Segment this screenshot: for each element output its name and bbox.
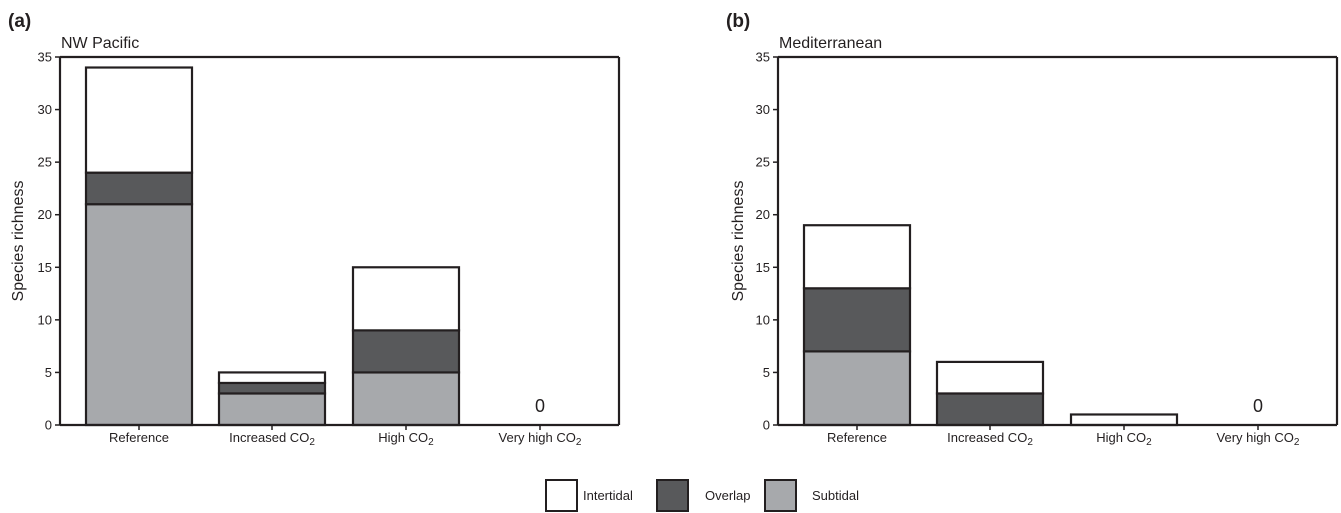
panel-label: (b) — [726, 11, 750, 32]
bar-segment-intertidal — [802, 224, 912, 290]
bar-segment-intertidal — [935, 360, 1045, 395]
x-tick-label: Very high CO2 — [499, 430, 582, 448]
panel-title: NW Pacific — [61, 35, 139, 52]
y-axis-label: Species richness — [10, 181, 27, 302]
y-tick-label: 10 — [38, 312, 52, 327]
bar-segment-subtidal — [217, 392, 327, 427]
y-tick-label: 5 — [763, 365, 770, 380]
chart-panel-a: (a) NW Pacific Species richness 0 0 5 10 15 20 25… — [8, 11, 621, 448]
x-tick-label: High CO2 — [378, 430, 434, 448]
bar-segment-overlap — [84, 171, 194, 206]
bar-segment-intertidal — [217, 371, 327, 385]
y-tick-label: 0 — [763, 418, 770, 433]
bar-segment-overlap — [935, 392, 1045, 427]
legend-label-subtidal: Subtidal — [812, 488, 859, 503]
y-tick-label: 25 — [756, 155, 770, 170]
panel-label: (a) — [8, 11, 31, 32]
legend-swatch-overlap — [656, 479, 689, 512]
legend-label-overlap: Overlap — [705, 488, 751, 503]
bar-segment-intertidal — [1069, 413, 1179, 427]
y-tick-label: 20 — [756, 207, 770, 222]
y-tick-label: 30 — [756, 102, 770, 117]
y-tick-label: 5 — [45, 365, 52, 380]
x-tick-label: Increased CO2 — [229, 430, 315, 448]
legend-swatch-intertidal — [545, 479, 578, 512]
bar-segment-intertidal — [84, 66, 194, 174]
zero-annotation: 0 — [1253, 396, 1263, 416]
bar-segment-overlap — [217, 381, 327, 395]
panel-title: Mediterranean — [779, 35, 882, 52]
y-tick-label: 25 — [38, 155, 52, 170]
x-tick-label: Reference — [109, 430, 169, 445]
legend-label-intertidal: Intertidal — [583, 488, 633, 503]
bar-segment-subtidal — [802, 350, 912, 427]
bar-segment-overlap — [351, 329, 461, 374]
x-tick-label: Increased CO2 — [947, 430, 1033, 448]
y-tick-label: 30 — [38, 102, 52, 117]
y-tick-label: 15 — [38, 260, 52, 275]
legend-swatch-subtidal — [764, 479, 797, 512]
x-tick-label: High CO2 — [1096, 430, 1152, 448]
y-tick-label: 0 — [45, 418, 52, 433]
x-tick-label: Reference — [827, 430, 887, 445]
x-tick-label: Very high CO2 — [1217, 430, 1300, 448]
y-tick-label: 35 — [756, 50, 770, 65]
bar-segment-intertidal — [351, 266, 461, 332]
y-tick-label: 15 — [756, 260, 770, 275]
chart-panel-b: (b) Mediterranean Species richness 0 0 5 10 15 2… — [726, 11, 1339, 448]
bar-segment-overlap — [802, 287, 912, 353]
y-tick-label: 20 — [38, 207, 52, 222]
bar-segment-subtidal — [84, 203, 194, 427]
zero-annotation: 0 — [535, 396, 545, 416]
y-tick-label: 35 — [38, 50, 52, 65]
legend: Intertidal Overlap Subtidal — [545, 479, 859, 512]
y-tick-label: 10 — [756, 312, 770, 327]
bar-segment-subtidal — [351, 371, 461, 427]
y-axis-label: Species richness — [730, 181, 747, 302]
